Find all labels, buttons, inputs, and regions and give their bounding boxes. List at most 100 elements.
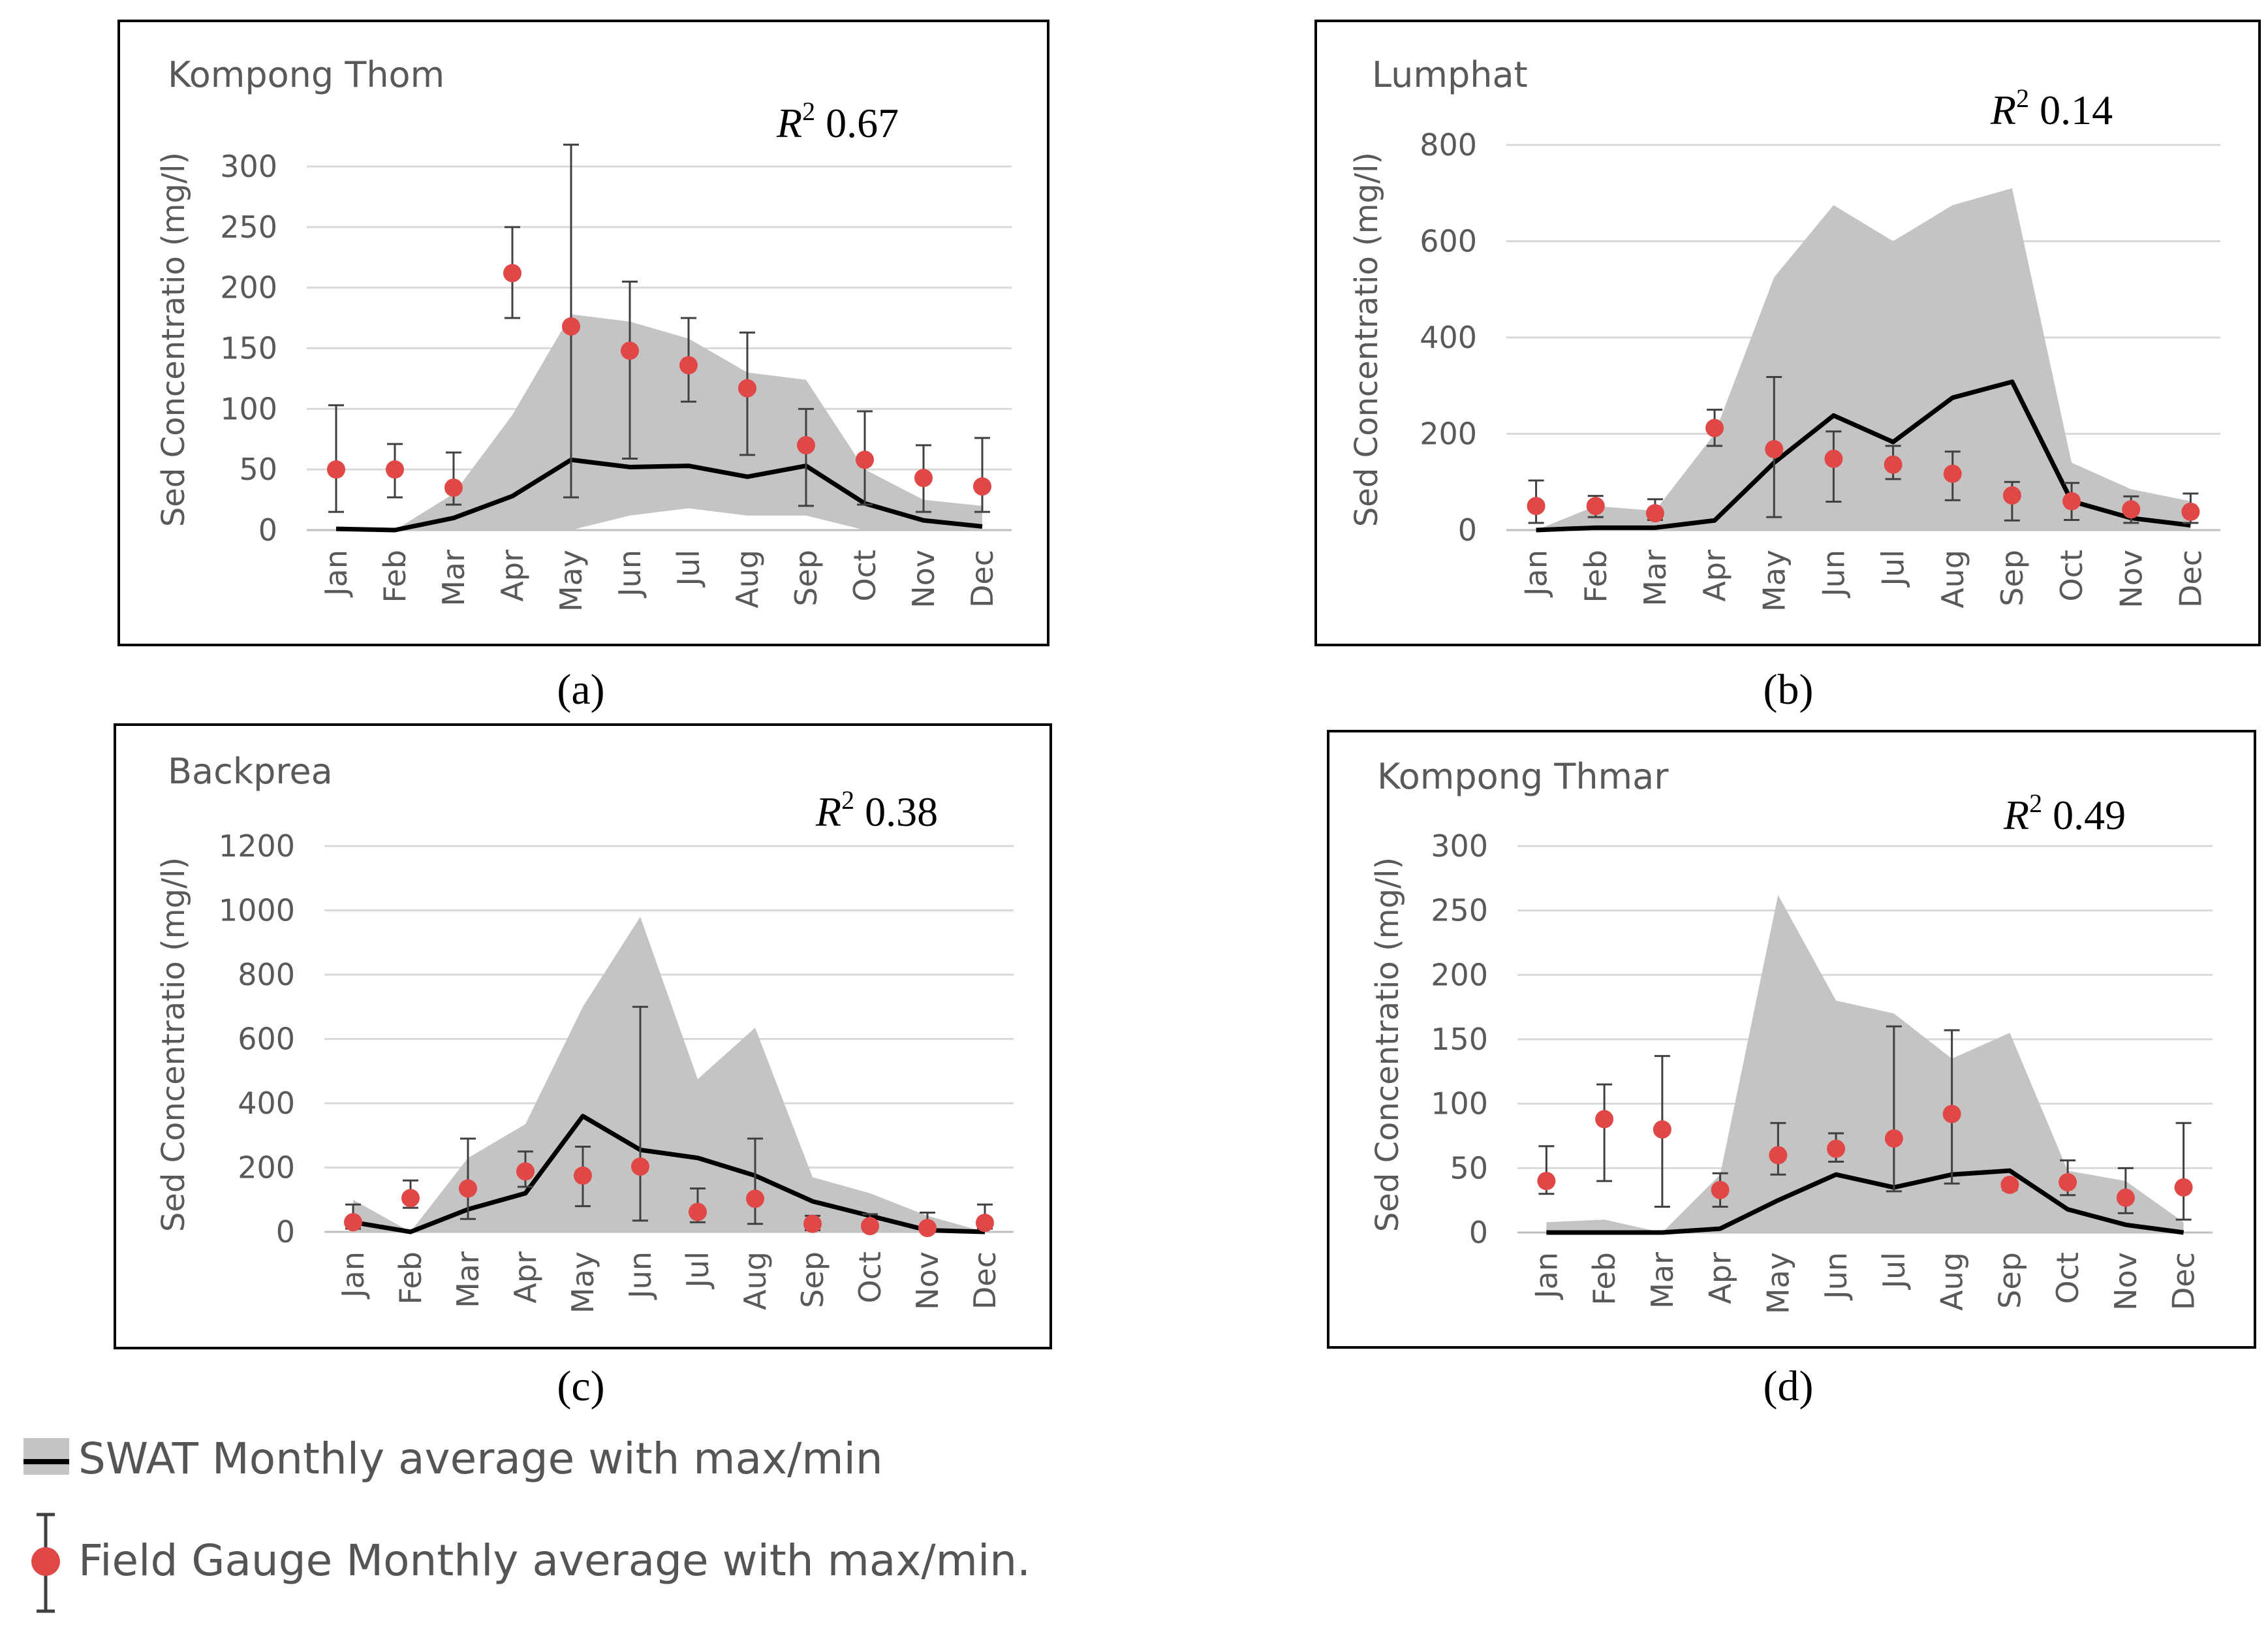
field-average-point <box>401 1189 420 1208</box>
legend-field-label: Field Gauge Monthly average with max/min… <box>78 1535 1031 1586</box>
swat-legend-swatch <box>23 1438 69 1475</box>
field-legend-swatch <box>31 1513 60 1613</box>
field-average-point <box>1943 464 1962 483</box>
x-tick-label: Feb <box>377 550 412 603</box>
field-average-point <box>2116 1188 2135 1207</box>
field-average-point <box>1827 1139 1846 1158</box>
swat-range-band <box>353 917 985 1232</box>
y-tick-label: 250 <box>220 210 277 245</box>
x-tick-label: Sep <box>795 1251 830 1308</box>
field-average-point <box>1711 1180 1730 1199</box>
chart-panel-a: 0 50 100 150 200 250 300 Jan Feb Mar Apr May Jun Jul A… <box>117 20 1049 714</box>
swat-range-band <box>1536 188 2191 530</box>
panel-caption: (b) <box>1763 666 1814 714</box>
x-tick-label: Jun <box>612 550 647 599</box>
x-tick-label: Mar <box>450 1251 486 1308</box>
x-tick-label: Jan <box>335 1251 371 1300</box>
field-average-point <box>738 379 756 398</box>
panel-caption: (c) <box>557 1362 604 1410</box>
x-tick-label: Apr <box>495 550 530 602</box>
x-tick-label: Dec <box>967 1251 1002 1310</box>
x-tick-label: Mar <box>436 550 471 606</box>
field-average-point <box>797 436 815 455</box>
field-average-point <box>973 477 991 496</box>
field-average-point <box>1824 449 1843 468</box>
x-tick-label: Mar <box>1645 1252 1680 1309</box>
field-average-point <box>976 1214 994 1233</box>
panel-frame <box>1327 730 2256 1349</box>
field-average-point <box>856 450 874 469</box>
x-tick-label: Nov <box>906 550 941 608</box>
x-tick-label: Jun <box>623 1251 658 1300</box>
y-axis-label: Sed Concentratio (mg/l) <box>1369 857 1406 1232</box>
y-tick-label: 200 <box>238 1150 295 1186</box>
x-tick-label: May <box>1760 1252 1795 1314</box>
chart-title: Kompong Thom <box>168 54 444 95</box>
r-squared-annotation: R2 0.49 <box>2003 789 2126 838</box>
y-tick-label: 300 <box>220 149 277 184</box>
x-tick-label: Jan <box>1529 1252 1564 1300</box>
swat-range-band <box>1546 894 2184 1233</box>
chart-panel-d: 0 50 100 150 200 250 300 Jan Feb Mar Apr May Jun Jul A… <box>1327 730 2256 1410</box>
y-axis-label: Sed Concentratio (mg/l) <box>155 857 192 1232</box>
x-tick-label: Jan <box>1519 550 1554 598</box>
y-tick-label: 0 <box>258 512 277 548</box>
x-tick-label: Feb <box>1578 550 1613 603</box>
y-tick-label: 200 <box>1431 957 1488 992</box>
swat-average-line <box>335 457 983 533</box>
panel-caption: (a) <box>557 666 604 714</box>
r-squared-annotation: R2 0.67 <box>776 97 899 146</box>
x-tick-label: Oct <box>852 1251 888 1304</box>
chart-panel-b: 0 200 400 600 800 Jan Feb Mar Apr May Jun Jul Aug Sep… <box>1314 20 2261 714</box>
x-tick-label: Jul <box>1876 550 1911 588</box>
y-tick-label: 1200 <box>219 828 295 864</box>
y-tick-label: 800 <box>238 957 295 992</box>
y-tick-label: 50 <box>239 452 277 487</box>
x-tick-label: Aug <box>738 1251 773 1310</box>
field-average-point <box>516 1162 535 1181</box>
field-average-point <box>1884 1129 1903 1148</box>
y-tick-label: 0 <box>1469 1215 1488 1250</box>
x-tick-label: May <box>553 550 589 612</box>
field-average-point <box>689 1202 707 1221</box>
field-average-point <box>2002 486 2021 505</box>
field-average-point <box>503 264 521 283</box>
panel-caption: (d) <box>1763 1362 1814 1410</box>
field-average-point <box>1653 1120 1671 1139</box>
y-tick-label: 1000 <box>219 893 295 928</box>
x-tick-label: Jul <box>680 1251 715 1290</box>
x-tick-label: Apr <box>1697 550 1732 602</box>
field-average-point <box>2058 1173 2077 1192</box>
panel-frame <box>114 723 1052 1349</box>
field-average-point <box>444 479 463 497</box>
field-average-point <box>1537 1172 1556 1191</box>
y-tick-label: 200 <box>220 270 277 306</box>
swat-average-line <box>1536 379 2191 533</box>
x-tick-label: Nov <box>910 1251 945 1310</box>
y-tick-label: 400 <box>1420 320 1477 355</box>
field-average-point <box>344 1213 362 1232</box>
panel-frame <box>1314 20 2261 646</box>
field-average-point <box>803 1214 822 1233</box>
y-tick-label: 250 <box>1431 893 1488 928</box>
x-tick-label: Sep <box>788 550 824 606</box>
x-tick-label: Apr <box>508 1251 543 1304</box>
field-average-point <box>1595 1110 1614 1129</box>
x-tick-label: Oct <box>2050 1252 2085 1304</box>
field-average-point <box>562 317 580 336</box>
field-average-point <box>746 1189 764 1208</box>
y-tick-label: 400 <box>238 1086 295 1121</box>
x-tick-label: Aug <box>1935 550 1970 608</box>
x-tick-label: Apr <box>1703 1252 1738 1304</box>
r-squared-annotation: R2 0.14 <box>1990 84 2113 133</box>
x-tick-label: Dec <box>965 550 1000 608</box>
x-tick-label: Sep <box>1992 1252 2027 1309</box>
field-average-point <box>631 1157 649 1176</box>
field-average-point <box>914 469 933 488</box>
field-average-point <box>459 1179 477 1198</box>
y-tick-label: 800 <box>1420 127 1477 163</box>
field-average-point <box>861 1217 879 1236</box>
field-average-point <box>679 356 698 375</box>
swat-average-line <box>1546 1168 2184 1235</box>
